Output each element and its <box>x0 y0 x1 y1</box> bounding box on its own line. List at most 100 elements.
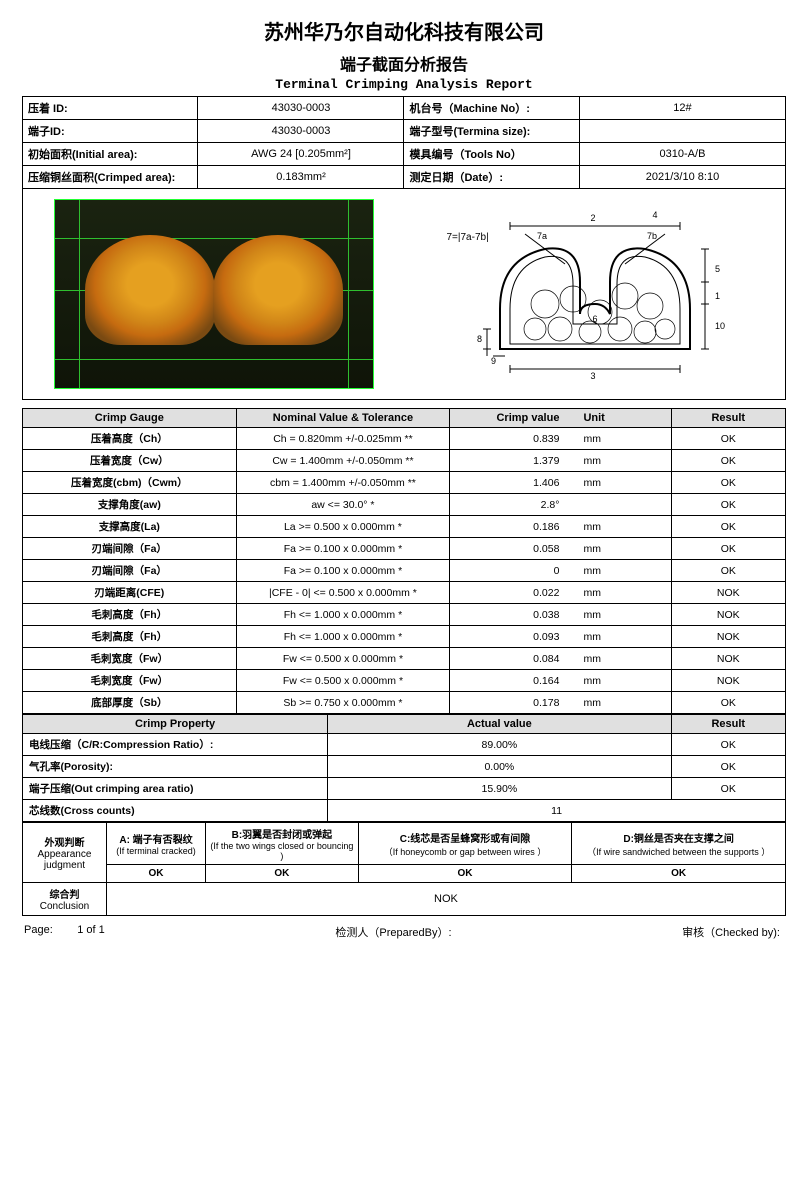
appear-B: B:羽翼是否封闭或弹起(If the two wings closed or b… <box>206 823 359 865</box>
gauge-result: NOK <box>671 604 785 626</box>
appear-A: A: 端子有否裂纹(If terminal cracked) <box>106 823 205 865</box>
prop-h2: Actual value <box>328 715 671 734</box>
gauge-value: 0.038 <box>450 604 580 626</box>
prop-value: 15.90% <box>328 778 671 800</box>
gauge-result: NOK <box>671 582 785 604</box>
hdr-val <box>579 120 785 143</box>
gauge-nominal: Ch = 0.820mm +/-0.025mm ** <box>236 428 450 450</box>
crimp-diagram: 2 4 5110 3 89 7a7b 6 7=|7a-7b| <box>455 204 735 384</box>
gauge-name: 压着宽度(cbm)（Cwm） <box>23 472 237 494</box>
page-footer: Page: 1 of 1 检测人（PreparedBy）: 审核（Checked… <box>22 924 786 940</box>
gauge-table: Crimp Gauge Nominal Value & Tolerance Cr… <box>22 408 786 714</box>
gauge-h4: Unit <box>579 409 671 428</box>
appear-C: C:线芯是否呈蜂窝形或有间隙（If honeycomb or gap betwe… <box>358 823 572 865</box>
gauge-value: 0 <box>450 560 580 582</box>
gauge-unit: mm <box>579 516 671 538</box>
prop-result: OK <box>671 734 785 756</box>
gauge-value: 0.186 <box>450 516 580 538</box>
appear-C-val: OK <box>358 865 572 883</box>
hdr-val: 0310-A/B <box>579 143 785 166</box>
gauge-nominal: Cw = 1.400mm +/-0.050mm ** <box>236 450 450 472</box>
gauge-nominal: Fh <= 1.000 x 0.000mm * <box>236 604 450 626</box>
gauge-h2: Nominal Value & Tolerance <box>236 409 450 428</box>
gauge-unit: mm <box>579 692 671 714</box>
prop-value: 11 <box>328 800 786 822</box>
gauge-nominal: Fw <= 0.500 x 0.000mm * <box>236 648 450 670</box>
title-cn: 端子截面分析报告 <box>22 51 786 75</box>
hdr-val: 43030-0003 <box>198 120 404 143</box>
gauge-nominal: Fh <= 1.000 x 0.000mm * <box>236 626 450 648</box>
crimp-image <box>54 199 374 389</box>
gauge-h1: Crimp Gauge <box>23 409 237 428</box>
prop-value: 89.00% <box>328 734 671 756</box>
hdr-lab: 模具编号（Tools No） <box>404 143 579 166</box>
gauge-nominal: |CFE - 0| <= 0.500 x 0.000mm * <box>236 582 450 604</box>
gauge-value: 0.093 <box>450 626 580 648</box>
prop-name: 电线压缩（C/R:Compression Ratio）: <box>23 734 328 756</box>
hdr-lab: 初始面积(Initial area): <box>23 143 198 166</box>
gauge-result: OK <box>671 428 785 450</box>
gauge-name: 刃端距离(CFE) <box>23 582 237 604</box>
svg-text:8: 8 <box>477 334 482 344</box>
hdr-val: 2021/3/10 8:10 <box>579 166 785 189</box>
svg-text:4: 4 <box>652 210 657 220</box>
gauge-value: 0.058 <box>450 538 580 560</box>
gauge-name: 毛刺高度（Fh） <box>23 626 237 648</box>
gauge-unit: mm <box>579 560 671 582</box>
gauge-value: 2.8° <box>450 494 580 516</box>
gauge-result: OK <box>671 692 785 714</box>
report-page: 苏州华乃尔自动化科技有限公司 端子截面分析报告 Terminal Crimpin… <box>0 0 808 948</box>
gauge-result: NOK <box>671 626 785 648</box>
conclusion-val: NOK <box>106 883 785 916</box>
hdr-val: 0.183mm² <box>198 166 404 189</box>
svg-text:2: 2 <box>590 213 595 223</box>
gauge-value: 0.084 <box>450 648 580 670</box>
gauge-result: OK <box>671 538 785 560</box>
hdr-lab: 压缩铜丝面积(Crimped area): <box>23 166 198 189</box>
gauge-result: OK <box>671 516 785 538</box>
gauge-result: OK <box>671 450 785 472</box>
prepared-by: 检测人（PreparedBy）: <box>335 924 451 940</box>
page-label: Page: <box>24 924 53 936</box>
prop-name: 芯线数(Cross counts) <box>23 800 328 822</box>
gauge-nominal: Fw <= 0.500 x 0.000mm * <box>236 670 450 692</box>
hdr-val: 12# <box>579 97 785 120</box>
hdr-lab: 机台号（Machine No）: <box>404 97 579 120</box>
gauge-h5: Result <box>671 409 785 428</box>
gauge-name: 毛刺宽度（Fw） <box>23 670 237 692</box>
gauge-unit: mm <box>579 626 671 648</box>
appear-D: D:铜丝是否夹在支撑之间（If wire sandwiched between … <box>572 823 786 865</box>
svg-text:7a: 7a <box>537 231 547 241</box>
prop-h3: Result <box>671 715 785 734</box>
header-table: 压着 ID: 43030-0003 机台号（Machine No）: 12# 端… <box>22 96 786 189</box>
appear-B-val: OK <box>206 865 359 883</box>
gauge-unit <box>579 494 671 516</box>
company-name: 苏州华乃尔自动化科技有限公司 <box>22 16 786 45</box>
hdr-lab: 测定日期（Date）: <box>404 166 579 189</box>
gauge-result: OK <box>671 494 785 516</box>
gauge-unit: mm <box>579 450 671 472</box>
gauge-name: 刃端间隙（Fa） <box>23 560 237 582</box>
hdr-val: 43030-0003 <box>198 97 404 120</box>
prop-name: 气孔率(Porosity): <box>23 756 328 778</box>
page-value: 1 of 1 <box>77 924 105 936</box>
gauge-name: 压着高度（Ch） <box>23 428 237 450</box>
gauge-nominal: aw <= 30.0° * <box>236 494 450 516</box>
appearance-table: 外观判断 Appearance judgment A: 端子有否裂纹(If te… <box>22 822 786 916</box>
appear-A-val: OK <box>106 865 205 883</box>
gauge-unit: mm <box>579 670 671 692</box>
diagram-formula: 7=|7a-7b| <box>447 232 489 243</box>
gauge-unit: mm <box>579 648 671 670</box>
gauge-unit: mm <box>579 604 671 626</box>
gauge-unit: mm <box>579 538 671 560</box>
gauge-value: 0.164 <box>450 670 580 692</box>
gauge-nominal: Fa >= 0.100 x 0.000mm * <box>236 538 450 560</box>
prop-name: 端子压缩(Out crimping area ratio) <box>23 778 328 800</box>
gauge-result: OK <box>671 472 785 494</box>
conclusion-lab: 综合判Conclusion <box>23 883 107 916</box>
gauge-value: 1.379 <box>450 450 580 472</box>
svg-text:5: 5 <box>715 264 720 274</box>
gauge-name: 刃端间隙（Fa） <box>23 538 237 560</box>
gauge-nominal: cbm = 1.400mm +/-0.050mm ** <box>236 472 450 494</box>
svg-text:10: 10 <box>715 321 725 331</box>
